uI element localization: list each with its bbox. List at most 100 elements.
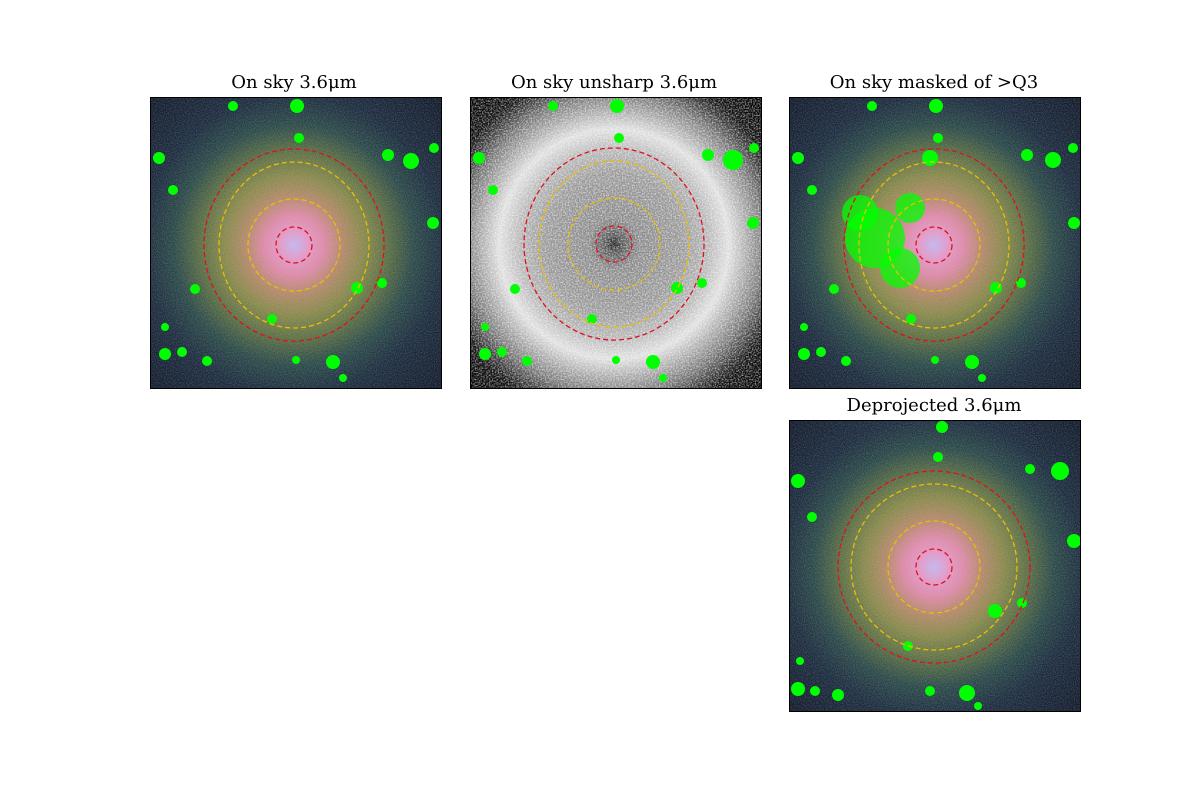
mask-region: [427, 217, 439, 229]
panel-title-unsharp: On sky unsharp 3.6μm: [510, 72, 718, 93]
yellow-dashed-ellipse: [538, 160, 690, 328]
red-dashed-ellipse: [275, 226, 313, 264]
mask-region: [723, 150, 743, 170]
mask-region: [267, 314, 277, 324]
mask-region: [351, 282, 363, 294]
mask-region: [159, 348, 171, 360]
mask-region: [659, 374, 667, 382]
mask-region: [290, 99, 304, 113]
mask-region: [978, 374, 986, 382]
mask-region: [800, 323, 808, 331]
mask-region: [749, 143, 759, 153]
mask-region: [403, 153, 419, 169]
mask-region: [895, 193, 925, 223]
mask-region: [796, 657, 804, 665]
mask-region: [1068, 217, 1080, 229]
mask-region: [190, 284, 200, 294]
mask-region: [832, 689, 844, 701]
yellow-dashed-ellipse: [887, 520, 981, 614]
mask-region: [153, 152, 165, 164]
mask-region: [473, 152, 485, 164]
mask-region: [671, 282, 683, 294]
mask-region: [929, 99, 943, 113]
mask-region: [548, 101, 558, 111]
panel-title-on-sky: On sky 3.6μm: [231, 72, 357, 93]
mask-region: [842, 195, 878, 231]
mask-region: [294, 133, 304, 143]
mask-region: [481, 323, 489, 331]
mask-region: [429, 143, 439, 153]
mask-region: [697, 278, 707, 288]
red-dashed-ellipse: [203, 148, 385, 342]
mask-region: [880, 248, 920, 288]
yellow-dashed-ellipse: [858, 161, 1010, 329]
mask-region: [841, 356, 851, 366]
mask-region: [377, 278, 387, 288]
mask-region: [906, 314, 916, 324]
mask-region: [959, 685, 975, 701]
mask-region: [161, 323, 169, 331]
mask-region: [646, 355, 660, 369]
panel-title-deprojected: Deprojected 3.6μm: [846, 395, 1022, 416]
mask-region: [479, 348, 491, 360]
pixel-noise: [151, 98, 441, 388]
mask-region: [610, 99, 624, 113]
mask-region: [1068, 143, 1078, 153]
mask-region: [867, 101, 877, 111]
mask-region: [382, 149, 394, 161]
yellow-dashed-ellipse: [567, 197, 661, 291]
mask-region: [587, 314, 597, 324]
mask-region: [988, 604, 1002, 618]
mask-region: [965, 355, 979, 369]
yellow-dashed-ellipse: [247, 198, 341, 292]
mask-region: [791, 474, 805, 488]
mask-region: [807, 185, 817, 195]
mask-region: [1045, 152, 1061, 168]
mask-region: [228, 101, 238, 111]
mask-region: [510, 284, 520, 294]
mask-region: [810, 686, 820, 696]
panel-title-masked: On sky masked of >Q3: [829, 72, 1039, 93]
red-dashed-ellipse: [595, 225, 633, 263]
mask-region: [522, 356, 532, 366]
mask-region: [339, 374, 347, 382]
red-dashed-ellipse: [523, 147, 705, 341]
mask-region: [177, 347, 187, 357]
mask-region: [488, 185, 498, 195]
pixel-noise: [471, 98, 761, 388]
mask-region: [791, 682, 805, 696]
red-dashed-ellipse: [915, 548, 953, 586]
mask-region: [1067, 534, 1080, 548]
pixel-noise: [790, 98, 1080, 388]
yellow-dashed-ellipse: [218, 161, 370, 329]
mask-region: [933, 452, 943, 462]
mask-region: [933, 133, 943, 143]
mask-region: [612, 356, 620, 364]
mask-region: [974, 702, 982, 710]
mask-region: [202, 356, 212, 366]
mask-region: [792, 152, 804, 164]
mask-region: [816, 347, 826, 357]
mask-region: [326, 355, 340, 369]
yellow-dashed-ellipse: [887, 198, 981, 292]
mask-region: [1051, 462, 1069, 480]
deprojected-image: [789, 420, 1081, 712]
mask-region: [1025, 464, 1035, 474]
mask-region: [936, 421, 948, 433]
mask-region: [614, 133, 624, 143]
mask-region: [1021, 149, 1033, 161]
red-dashed-ellipse: [837, 470, 1031, 664]
on-sky-image: [150, 97, 442, 389]
mask-region: [931, 356, 939, 364]
mask-region: [1016, 278, 1026, 288]
mask-region: [807, 512, 817, 522]
mask-region: [829, 284, 839, 294]
red-dashed-ellipse: [843, 148, 1025, 342]
mask-region: [925, 686, 935, 696]
pixel-noise: [790, 421, 1080, 711]
mask-region: [497, 347, 507, 357]
mask-region: [168, 185, 178, 195]
mask-region: [702, 149, 714, 161]
red-dashed-ellipse: [915, 226, 953, 264]
unsharp-image: [470, 97, 762, 389]
